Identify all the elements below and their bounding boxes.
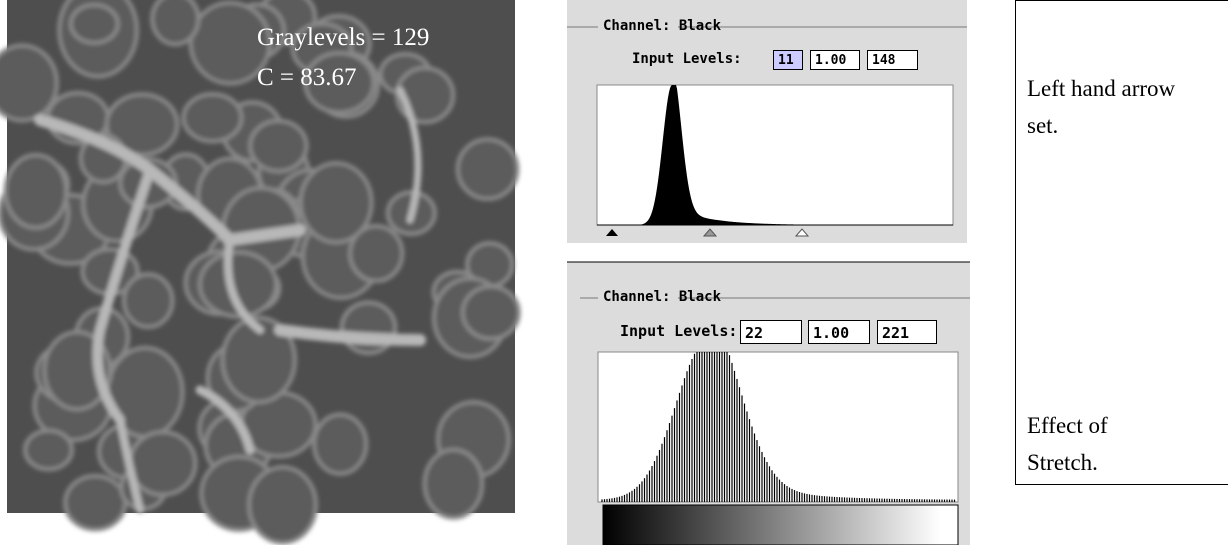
- note: Effect of Stretch.: [1027, 413, 1108, 475]
- input-field[interactable]: 1.00: [810, 50, 860, 70]
- cell: [303, 51, 376, 115]
- cell: [3, 152, 69, 230]
- vessel: [116, 416, 144, 514]
- cell: [181, 92, 244, 144]
- cell: [339, 300, 398, 356]
- cell: [121, 272, 175, 330]
- annotation: C = 83.67: [257, 64, 357, 91]
- channel-label: Channel: Black: [603, 289, 722, 305]
- cell: [197, 250, 279, 319]
- cell: [455, 137, 520, 201]
- white-arrow[interactable]: [794, 228, 810, 237]
- histogram-fill: [612, 85, 800, 225]
- cell: [63, 473, 128, 532]
- input-field[interactable]: 148: [867, 50, 918, 70]
- black-arrow[interactable]: [606, 229, 618, 236]
- vessel: [396, 86, 422, 224]
- cell: [0, 43, 59, 123]
- input-field[interactable]: 22: [740, 320, 802, 344]
- cell: [220, 315, 297, 405]
- annotation: Graylevels = 129: [257, 24, 430, 51]
- input-label: Input Levels:: [620, 322, 738, 340]
- gray-arrow[interactable]: [702, 228, 718, 237]
- cell: [247, 465, 318, 545]
- cell: [150, 0, 201, 47]
- cell: [68, 2, 120, 45]
- cell: [460, 284, 521, 341]
- cell: [188, 0, 272, 86]
- cell: [348, 224, 405, 283]
- histogram: [597, 351, 959, 503]
- micrograph-cells: [0, 0, 521, 545]
- input-field[interactable]: 221: [877, 320, 937, 344]
- cell: [312, 412, 369, 476]
- vessel: [92, 165, 155, 425]
- note: Left hand arrow set.: [1027, 76, 1176, 138]
- histogram: [596, 84, 954, 226]
- vessel: [195, 385, 255, 455]
- histogram-spikes: [601, 352, 956, 502]
- cell: [23, 428, 75, 472]
- input-label: Input Levels:: [632, 51, 742, 67]
- cell: [248, 118, 309, 174]
- channel-label: Channel: Black: [603, 18, 722, 34]
- cell: [298, 161, 374, 245]
- vessel: [224, 236, 264, 334]
- vessel: [274, 324, 426, 346]
- cell: [127, 429, 198, 497]
- notes-box: [1015, 0, 1228, 485]
- cell: [422, 447, 485, 520]
- cell: [104, 92, 180, 157]
- gradient-bar: [602, 504, 959, 545]
- input-field[interactable]: 11: [773, 50, 803, 70]
- input-field[interactable]: 1.00: [808, 320, 870, 344]
